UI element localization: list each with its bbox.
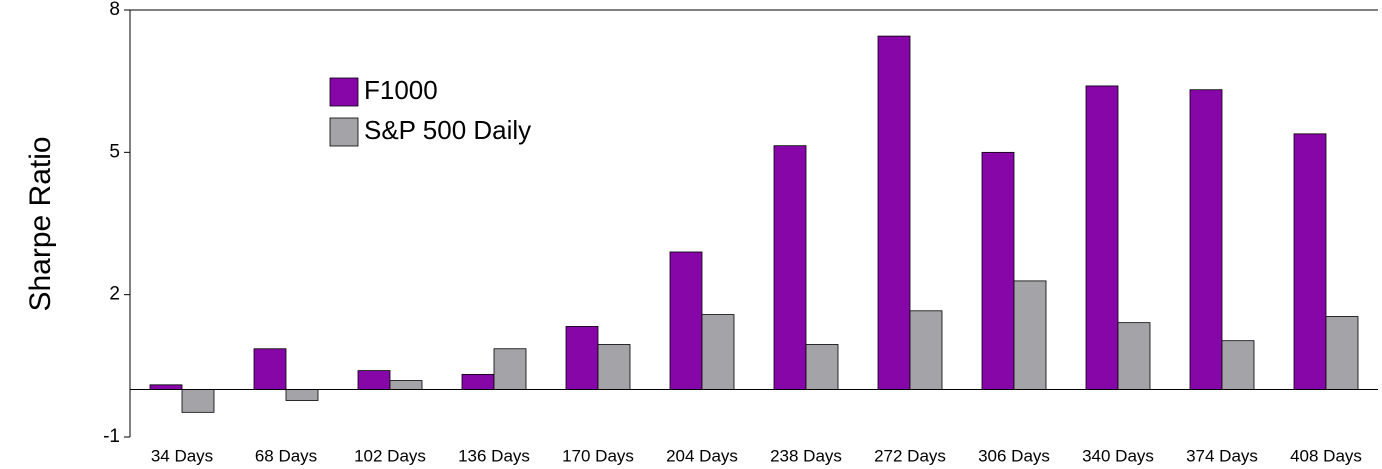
y-tick-label: 8 — [109, 0, 120, 20]
x-tick-label: 408 Days — [1290, 446, 1362, 465]
bar — [1293, 133, 1327, 390]
bar — [565, 326, 599, 390]
y-tick-label: -1 — [103, 426, 120, 447]
x-tick-label: 374 Days — [1186, 446, 1258, 465]
x-tick-label: 136 Days — [458, 446, 530, 465]
legend-label: S&P 500 Daily — [364, 115, 531, 145]
bar — [181, 389, 215, 413]
x-tick-label: 170 Days — [562, 446, 634, 465]
x-tick-label: 306 Days — [978, 446, 1050, 465]
bar — [1189, 89, 1223, 390]
bar — [285, 389, 319, 401]
bar — [877, 35, 911, 390]
y-axis-title: Sharpe Ratio — [24, 136, 57, 311]
bar — [909, 310, 943, 390]
bar — [1117, 322, 1151, 390]
legend-label: F1000 — [364, 75, 438, 105]
bar — [253, 348, 287, 390]
bar — [149, 384, 183, 390]
bar — [701, 314, 735, 390]
x-tick-label: 102 Days — [354, 446, 426, 465]
legend-swatch — [329, 77, 359, 107]
x-tick-label: 68 Days — [255, 446, 317, 465]
bar — [773, 145, 807, 390]
bar — [1013, 280, 1047, 390]
bar — [389, 380, 423, 390]
bar — [1085, 85, 1119, 390]
bar — [461, 373, 495, 390]
bar — [669, 251, 703, 390]
x-tick-label: 340 Days — [1082, 446, 1154, 465]
legend-swatch — [329, 117, 359, 147]
bar — [597, 344, 631, 390]
y-tick-label: 2 — [109, 284, 120, 305]
x-tick-label: 272 Days — [874, 446, 946, 465]
bar — [805, 344, 839, 390]
bar — [981, 151, 1015, 390]
bar — [493, 348, 527, 390]
y-tick-label: 5 — [109, 141, 120, 162]
x-tick-label: 34 Days — [151, 446, 213, 465]
x-tick-label: 238 Days — [770, 446, 842, 465]
bar — [1221, 340, 1255, 390]
bar — [1325, 316, 1359, 390]
bar — [357, 370, 391, 390]
x-tick-label: 204 Days — [666, 446, 738, 465]
